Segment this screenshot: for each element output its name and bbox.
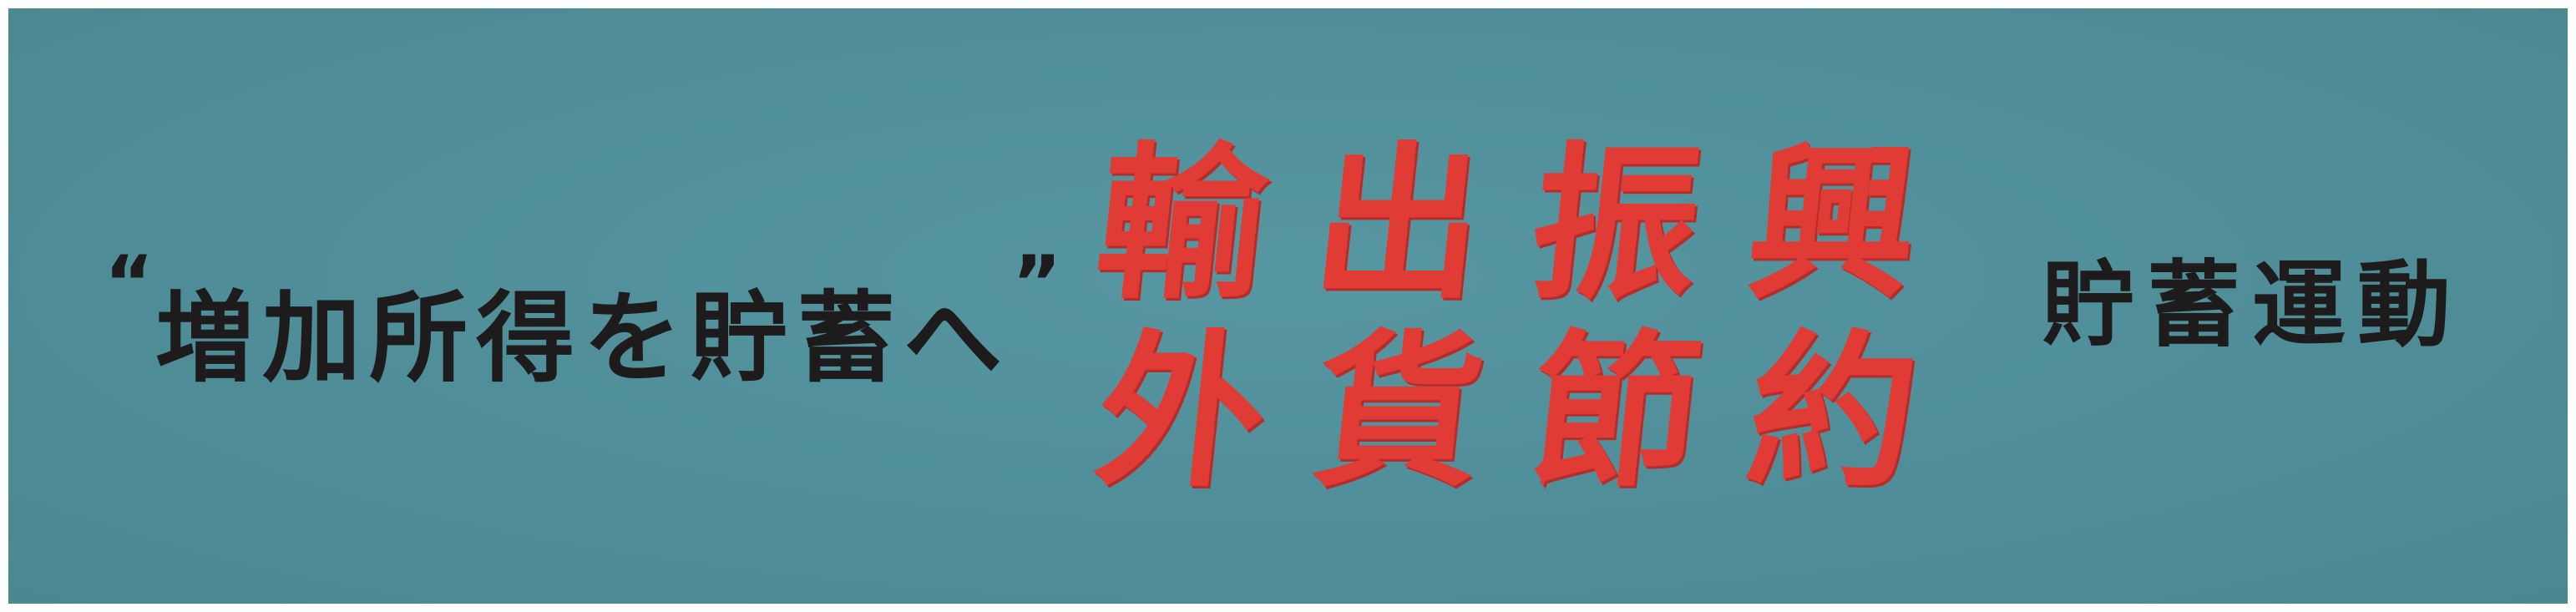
poster-banner: “ 増加所得を貯蓄へ ” 輸出振興 外貨節約 貯蓄運動 [8,8,2568,604]
right-slogan: 貯蓄運動 [2042,251,2462,360]
open-quote-mark: “ [104,240,154,327]
center-slogan: 輸出振興 外貨節約 [1088,128,1983,510]
left-slogan: “ 増加所得を貯蓄へ ” [104,238,1061,405]
left-slogan-text: 増加所得を貯蓄へ [155,281,1011,396]
center-slogan-line-1: 輸出振興 [1087,128,1977,322]
close-quote-mark: ” [1012,240,1062,327]
center-slogan-line-2: 外貨節約 [1087,316,1977,510]
